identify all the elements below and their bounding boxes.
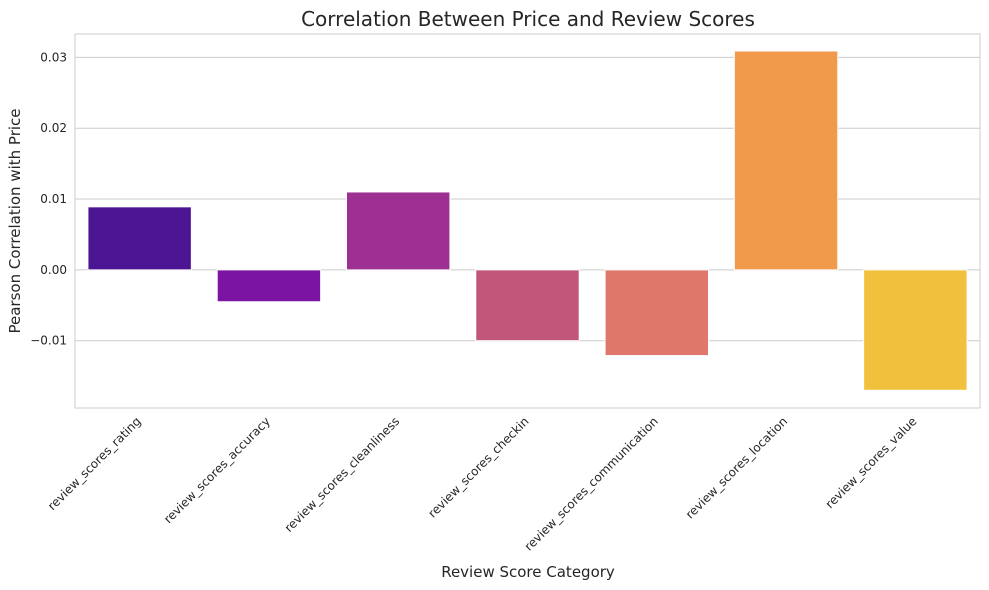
bar-review-scores-value [863,269,968,391]
x-tick-label: review_scores_location [683,414,790,521]
y-tick-label: 0.03 [40,50,67,64]
y-tick-label: −0.01 [30,334,67,348]
bars [87,50,968,391]
bar-review-scores-rating [87,206,192,271]
x-tick-label: review_scores_communication [522,414,661,553]
y-tick-label: 0.00 [40,263,67,277]
bar-review-scores-communication [604,269,709,357]
bar-review-scores-cleanliness [346,191,451,271]
bar-review-scores-location [733,50,839,271]
y-axis-label: Pearson Correlation with Price [6,108,24,333]
plot-frame [74,33,981,409]
y-tick-label: 0.01 [40,192,67,206]
x-tick-labels: review_scores_rating review_scores_accura… [45,414,920,553]
bar-review-scores-checkin [475,269,580,342]
x-tick-label: review_scores_rating [45,414,144,513]
x-axis-label: Review Score Category [441,563,615,581]
x-tick-label: review_scores_cleanliness [282,414,403,535]
y-tick-label: 0.02 [40,121,67,135]
x-tick-label: review_scores_checkin [425,414,531,520]
x-tick-label: review_scores_value [823,414,920,511]
x-tick-label: review_scores_accuracy [161,414,273,526]
bar-review-scores-accuracy [216,269,322,303]
y-tick-labels: −0.01 0.00 0.01 0.02 0.03 [30,50,67,347]
chart-title: Correlation Between Price and Review Sco… [301,7,755,31]
